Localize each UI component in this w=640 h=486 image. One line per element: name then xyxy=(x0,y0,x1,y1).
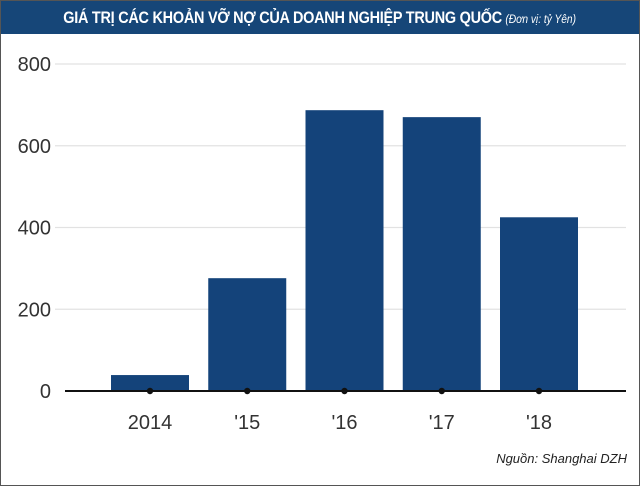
bar-18 xyxy=(500,217,578,391)
x-tick-dot xyxy=(438,387,445,395)
bar-15 xyxy=(208,278,287,391)
x-tick-dot xyxy=(535,387,543,395)
chart-title: GIÁ TRỊ CÁC KHOẢN VỠ NỢ CỦA DOANH NGHIỆP… xyxy=(63,7,503,27)
bar-2014 xyxy=(111,375,189,391)
bar-17 xyxy=(402,117,481,391)
bar-16 xyxy=(305,110,384,391)
x-tick-label: '15 xyxy=(234,412,260,434)
y-tick-label: 600 xyxy=(18,136,51,158)
source-note: Nguồn: Shanghai DZH xyxy=(496,451,627,466)
y-tick-label: 0 xyxy=(40,381,51,403)
x-tick-label: '16 xyxy=(331,412,357,434)
x-tick-dot xyxy=(341,387,348,395)
y-tick-label: 400 xyxy=(18,218,51,240)
x-tick-label: '18 xyxy=(526,412,552,434)
unit-note: (Đơn vị: tỷ Yên) xyxy=(505,11,577,26)
x-tick-dot xyxy=(146,387,154,395)
y-tick-label: 200 xyxy=(18,299,51,321)
y-tick-label: 800 xyxy=(18,54,51,76)
x-tick-label: '17 xyxy=(429,412,455,434)
title-bar: GIÁ TRỊ CÁC KHOẢN VỠ NỢ CỦA DOANH NGHIỆP… xyxy=(1,1,639,34)
x-tick-dot xyxy=(244,387,251,395)
x-tick-label: 2014 xyxy=(128,412,173,434)
